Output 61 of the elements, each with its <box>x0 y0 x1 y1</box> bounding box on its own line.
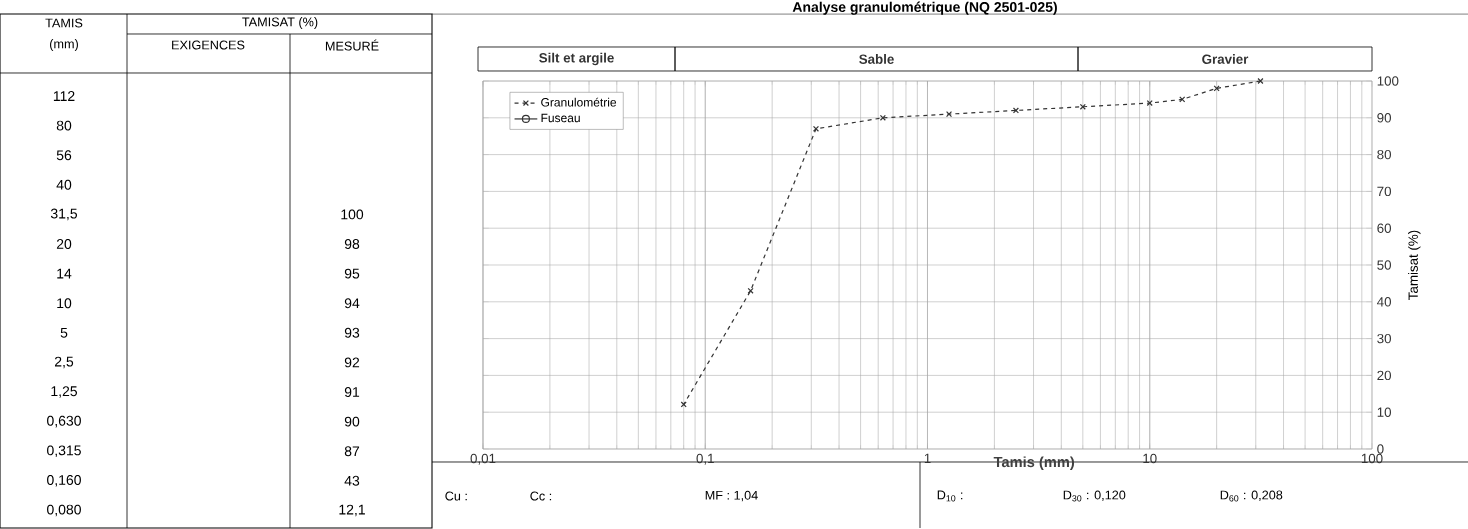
y-tick-label: 70 <box>1377 186 1392 197</box>
text: Gravier <box>1202 54 1249 64</box>
text: 0,630 <box>47 415 81 428</box>
text: D$_{60}$ : 0,208 <box>1220 490 1283 502</box>
text: Cu : <box>445 491 467 501</box>
text: 93 <box>344 327 360 338</box>
text: 0,315 <box>47 445 81 457</box>
x-tick-label: 0,01 <box>470 453 496 465</box>
y-tick-label: 100 <box>1377 76 1399 86</box>
text: 43 <box>344 475 360 486</box>
chart-title: Analyse granulométrique (NQ 2501-025) <box>792 1 1057 15</box>
x-tick-label: 1 <box>924 453 931 463</box>
x-tick-label: 0,1 <box>696 453 714 465</box>
text: 0,160 <box>47 475 81 487</box>
text: EXIGENCES <box>172 40 245 50</box>
y-tick-label: 50 <box>1377 260 1392 270</box>
text: 91 <box>344 387 360 397</box>
text: 1,25 <box>51 386 78 398</box>
text: 87 <box>344 446 360 457</box>
y-tick-label: 90 <box>1377 113 1392 123</box>
text: D$_{30}$ : 0,120 <box>1063 490 1126 502</box>
text: 98 <box>344 239 360 249</box>
text: 0,080 <box>47 504 81 517</box>
legend-label: Fuseau <box>541 113 580 123</box>
y-tick-label: 30 <box>1377 333 1392 344</box>
text: 95 <box>344 268 360 279</box>
text: 100 <box>341 209 364 220</box>
text: MF : 1,04 <box>705 490 758 502</box>
y-tick-label: 10 <box>1377 407 1392 417</box>
text: Silt et argile <box>539 52 614 66</box>
text: TAMISAT (%) <box>242 17 318 29</box>
text: Cc : <box>530 491 552 501</box>
x-axis-title: Tamis (mm) <box>993 456 1075 471</box>
text: 31,5 <box>50 208 78 221</box>
text: 40 <box>56 179 72 190</box>
text: MESURÉ <box>325 39 379 51</box>
text: 112 <box>53 91 75 101</box>
legend-label: Granulométrie <box>541 97 617 107</box>
text: 2,5 <box>54 356 74 369</box>
y-tick-label: 40 <box>1377 297 1392 307</box>
text: (mm) <box>50 39 78 51</box>
text: 92 <box>344 357 360 368</box>
text: 5 <box>60 327 68 338</box>
text: Sable <box>859 54 894 64</box>
text: 14 <box>57 268 72 279</box>
text: 94 <box>344 298 360 309</box>
text: TAMIS <box>45 18 83 28</box>
text: 90 <box>344 416 360 427</box>
text: 56 <box>56 150 72 161</box>
text: D$_{10}$ : <box>937 490 963 502</box>
text: 10 <box>57 298 72 309</box>
y-axis-title: Tamisat (%) <box>1408 230 1421 300</box>
text: 12,1 <box>339 504 365 517</box>
x-tick-label: 10 <box>1143 453 1157 464</box>
text: 80 <box>56 120 72 131</box>
x-tick-label: 100 <box>1361 453 1383 464</box>
text: 20 <box>56 239 72 249</box>
y-tick-label: 60 <box>1377 223 1392 233</box>
y-tick-label: 0 <box>1377 444 1384 454</box>
y-tick-label: 80 <box>1377 149 1392 160</box>
y-tick-label: 20 <box>1377 370 1392 381</box>
